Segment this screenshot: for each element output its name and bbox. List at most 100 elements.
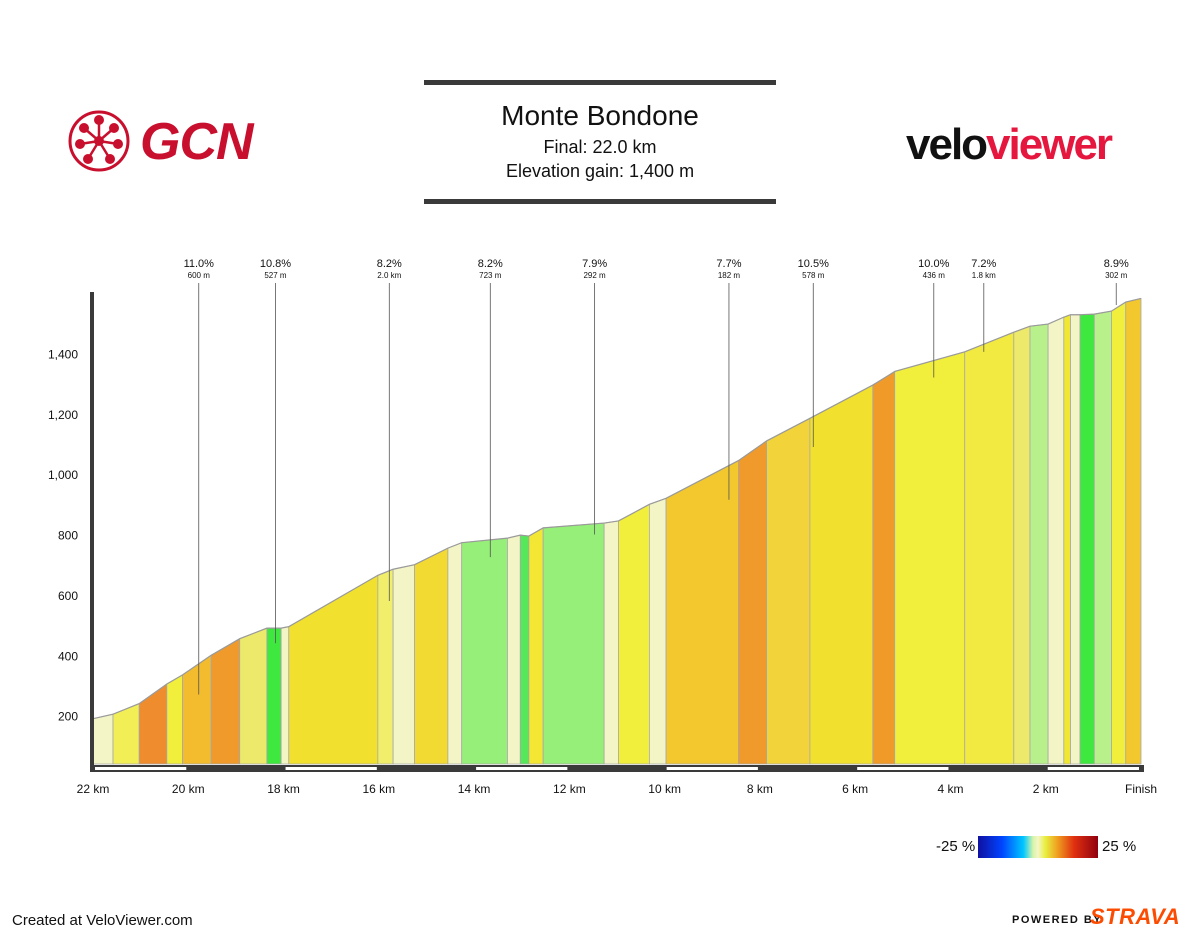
- veloviewer-logo: veloviewer: [906, 120, 1113, 170]
- x-axis-stripe: [857, 767, 949, 770]
- annotation-length-label: 1.8 km: [972, 271, 996, 280]
- profile-segment: [872, 370, 896, 765]
- gradient-legend-max: 25 %: [1102, 838, 1137, 855]
- annotation-gradient-label: 10.8%: [260, 258, 291, 270]
- x-tick-label: Finish: [1125, 782, 1157, 796]
- climb-title-box: Monte Bondone Final: 22.0 km Elevation g…: [424, 80, 776, 204]
- created-at-text: Created at VeloViewer.com: [12, 912, 193, 929]
- annotation-gradient-label: 7.2%: [971, 258, 996, 270]
- annotation-length-label: 2.0 km: [377, 271, 401, 280]
- profile-segment: [280, 626, 290, 765]
- annotation-gradient-label: 8.2%: [478, 258, 503, 270]
- veloviewer-logo-velo: velo: [906, 120, 988, 169]
- x-axis-stripe: [285, 767, 377, 770]
- profile-line: [92, 297, 1142, 720]
- x-tick-label: 12 km: [553, 782, 586, 796]
- x-axis-stripe: [95, 767, 187, 770]
- profile-segment: [528, 527, 544, 765]
- profile-segment: [266, 627, 282, 765]
- y-tick-label: 600: [58, 589, 78, 603]
- profile-segment: [1047, 316, 1065, 765]
- x-axis-stripe: [476, 767, 568, 770]
- title-rule-bottom: [424, 199, 776, 204]
- profile-segment: [665, 459, 739, 765]
- x-axis-stripe: [666, 767, 758, 770]
- strava-logo: STRAVA: [1090, 904, 1181, 929]
- annotation-length-label: 292 m: [583, 271, 606, 280]
- profile-segment: [766, 417, 811, 765]
- profile-segment: [288, 574, 379, 765]
- profile-segment: [92, 713, 114, 765]
- annotation-length-label: 600 m: [188, 271, 211, 280]
- profile-segment: [1070, 314, 1081, 765]
- profile-segment: [447, 542, 463, 765]
- y-tick-label: 800: [58, 529, 78, 543]
- profile-segment: [1029, 323, 1049, 765]
- x-axis-track: [90, 765, 1144, 772]
- gradient-legend-bar: [978, 836, 1098, 858]
- profile-segment: [461, 537, 508, 765]
- annotation-gradient-label: 10.0%: [918, 258, 949, 270]
- powered-by-strava: POWERED BY STRAVA: [1012, 904, 1192, 932]
- profile-segment: [210, 638, 241, 765]
- gcn-logo-icon: [66, 108, 132, 174]
- annotation-length-label: 578 m: [802, 271, 825, 280]
- annotation-length-label: 302 m: [1105, 271, 1128, 280]
- profile-segment: [1013, 325, 1031, 765]
- annotation-gradient-label: 7.7%: [716, 258, 741, 270]
- x-axis-stripe: [1047, 767, 1139, 770]
- profile-segment: [377, 568, 394, 765]
- annotation-length-label: 723 m: [479, 271, 502, 280]
- profile-segment: [1111, 301, 1127, 765]
- x-tick-label: 2 km: [1033, 782, 1059, 796]
- x-tick-label: 22 km: [77, 782, 110, 796]
- profile-segment: [618, 503, 650, 765]
- veloviewer-logo-viewer: viewer: [986, 120, 1113, 169]
- x-tick-label: 8 km: [747, 782, 773, 796]
- profile-segment: [166, 674, 183, 765]
- x-tick-label: 4 km: [937, 782, 963, 796]
- title-rule-top: [424, 80, 776, 85]
- x-tick-label: 18 km: [267, 782, 300, 796]
- x-tick-label: 6 km: [842, 782, 868, 796]
- y-tick-label: 1,400: [48, 347, 78, 361]
- profile-segment: [738, 440, 767, 765]
- profile-segment: [1063, 314, 1071, 765]
- y-tick-label: 1,000: [48, 468, 78, 482]
- gradient-legend-min: -25 %: [936, 838, 976, 855]
- annotation-gradient-label: 7.9%: [582, 258, 607, 270]
- profile-segment: [1079, 313, 1095, 765]
- annotation-gradient-label: 10.5%: [798, 258, 829, 270]
- x-tick-label: 20 km: [172, 782, 205, 796]
- profile-segment: [648, 497, 667, 765]
- powered-by-label: POWERED BY: [1012, 914, 1103, 926]
- profile-segment: [964, 331, 1015, 765]
- profile-segment: [138, 683, 168, 765]
- annotation-gradient-label: 8.9%: [1104, 258, 1129, 270]
- climb-final-distance: Final: 22.0 km: [543, 137, 657, 157]
- profile-segment: [1093, 310, 1112, 765]
- profile-segment: [392, 564, 415, 765]
- annotation-length-label: 182 m: [718, 271, 741, 280]
- annotation-length-label: 436 m: [923, 271, 946, 280]
- profile-segment: [603, 520, 619, 765]
- profile-segment: [542, 522, 605, 765]
- annotation-gradient-label: 11.0%: [184, 258, 215, 270]
- x-tick-label: 14 km: [458, 782, 491, 796]
- profile-segment: [414, 547, 449, 765]
- climb-elevation-gain: Elevation gain: 1,400 m: [505, 161, 695, 181]
- y-tick-label: 200: [58, 710, 78, 724]
- profile-segment: [1125, 297, 1142, 765]
- profile-segment: [809, 384, 874, 765]
- annotation-length-label: 527 m: [264, 271, 287, 280]
- y-tick-label: 400: [58, 649, 78, 663]
- profile-segment: [519, 534, 530, 765]
- gcn-logo-text: GCN: [140, 113, 254, 171]
- profile-segment: [239, 627, 268, 765]
- profile-segment: [507, 534, 521, 765]
- annotation-gradient-label: 8.2%: [377, 258, 402, 270]
- x-tick-label: 16 km: [362, 782, 395, 796]
- y-tick-label: 1,200: [48, 408, 78, 422]
- x-tick-label: 10 km: [648, 782, 681, 796]
